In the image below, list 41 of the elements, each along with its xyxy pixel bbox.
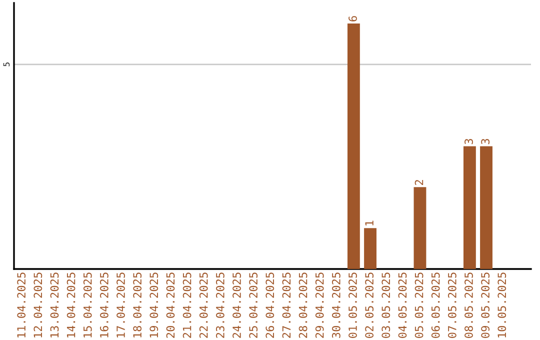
x-tick-label: 14.04.2025 <box>66 272 76 338</box>
x-tick-label: 08.05.2025 <box>464 272 473 338</box>
x-tick-label: 27.04.2025 <box>282 272 291 338</box>
x-tick-label: 05.05.2025 <box>414 272 424 338</box>
x-tick-label: 18.04.2025 <box>133 272 142 338</box>
bar <box>414 187 426 269</box>
x-tick-label: 24.04.2025 <box>232 272 241 338</box>
x-tick-label: 01.05.2025 <box>348 272 357 338</box>
data-label: 6 <box>348 16 357 22</box>
x-tick-label: 03.05.2025 <box>382 272 390 338</box>
x-tick-label: 11.04.2025 <box>17 272 26 338</box>
x-tick-label: 09.05.2025 <box>481 272 490 338</box>
x-tick-label: 12.04.2025 <box>34 272 42 338</box>
x-tick-label: 19.04.2025 <box>150 272 158 338</box>
x-tick-label: 26.04.2025 <box>266 272 274 338</box>
x-tick-label: 02.05.2025 <box>365 272 374 338</box>
x-tick-label: 16.04.2025 <box>100 272 108 338</box>
data-label: 2 <box>414 180 424 185</box>
x-tick-label: 21.04.2025 <box>182 272 192 338</box>
y-tick-label: 5 <box>3 62 10 66</box>
x-tick-label: 15.04.2025 <box>83 272 92 338</box>
data-label: 3 <box>464 138 473 144</box>
x-tick-label: 28.04.2025 <box>298 272 308 338</box>
bar <box>480 146 492 269</box>
x-tick-label: 17.04.2025 <box>116 272 125 338</box>
x-tick-label: 29.04.2025 <box>315 272 324 338</box>
bar <box>347 23 360 269</box>
x-tick-label: 30.04.2025 <box>332 272 340 338</box>
bar <box>463 146 476 269</box>
x-tick-label: 22.04.2025 <box>199 272 208 338</box>
x-tick-label: 20.04.2025 <box>166 272 175 338</box>
x-tick-label: 25.04.2025 <box>249 272 258 338</box>
bar <box>364 228 376 269</box>
x-tick-label: 06.05.2025 <box>431 272 440 338</box>
data-label: 3 <box>481 138 490 144</box>
x-tick-label: 23.04.2025 <box>216 272 224 338</box>
x-tick-label: 10.05.2025 <box>498 272 506 338</box>
x-tick-label: 04.05.2025 <box>398 272 407 338</box>
x-tick-label: 13.04.2025 <box>50 272 59 338</box>
x-tick-label: 07.05.2025 <box>448 272 456 338</box>
data-label: 1 <box>365 220 374 226</box>
